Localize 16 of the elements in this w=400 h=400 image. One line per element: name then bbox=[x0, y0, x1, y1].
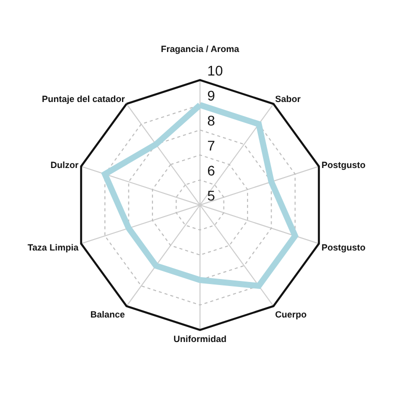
spoke-label: Postgusto bbox=[322, 160, 366, 170]
spoke-label: Sabor bbox=[275, 94, 302, 104]
y-tick-label: 10 bbox=[207, 62, 224, 78]
spoke-label: Taza Limpia bbox=[28, 242, 80, 252]
y-tick-label: 8 bbox=[207, 112, 216, 128]
y-tick-label: 9 bbox=[207, 87, 216, 104]
spoke-label: Puntaje del catador bbox=[42, 94, 126, 104]
spoke-label: Balance bbox=[90, 310, 125, 320]
spoke-label: Dulzor bbox=[50, 160, 79, 170]
y-tick-label: 5 bbox=[207, 187, 216, 204]
spoke-label: Postgusto bbox=[322, 242, 366, 252]
y-tick-label: 6 bbox=[207, 162, 216, 178]
spoke-label: Fragancia / Aroma bbox=[160, 44, 240, 54]
spoke-label: Cuerpo bbox=[275, 310, 308, 320]
spoke-label: Uniformidad bbox=[174, 334, 226, 344]
y-tick-label: 7 bbox=[207, 137, 216, 154]
